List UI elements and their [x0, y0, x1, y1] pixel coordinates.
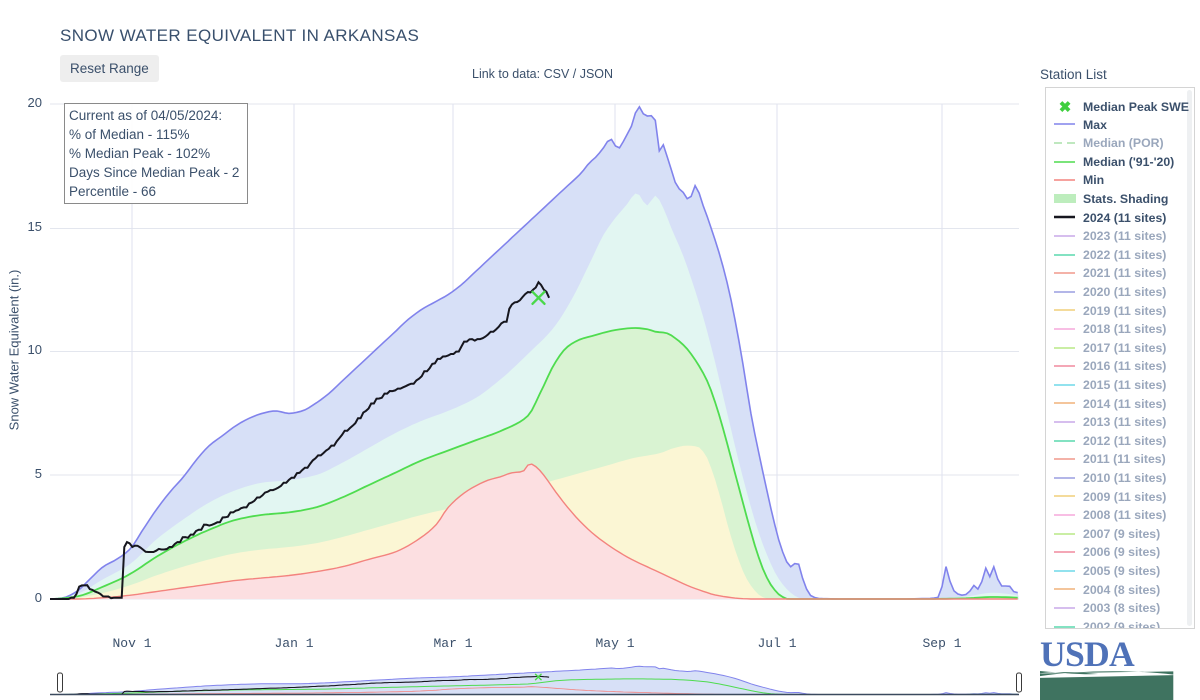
svg-text:USDA: USDA	[1040, 638, 1135, 674]
